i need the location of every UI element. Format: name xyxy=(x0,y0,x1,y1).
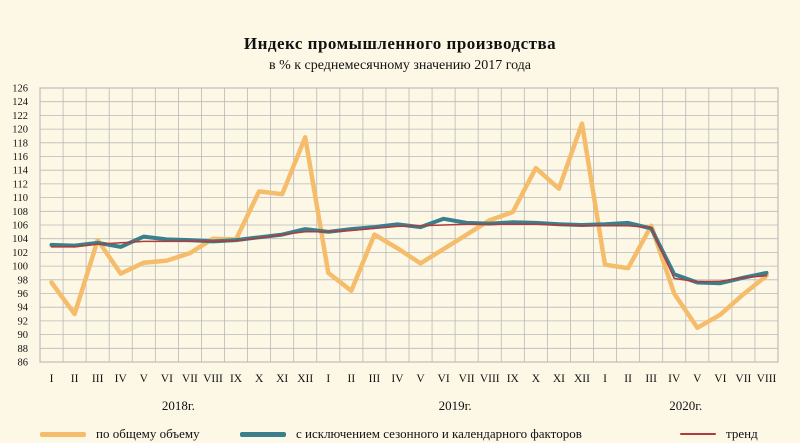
y-tick-label: 122 xyxy=(12,111,28,122)
y-tick-label: 124 xyxy=(12,97,29,108)
x-tick-label: III xyxy=(369,373,381,385)
x-tick-label: V xyxy=(416,373,425,385)
y-tick-label: 98 xyxy=(18,275,29,286)
y-tick-label: 104 xyxy=(12,234,29,245)
x-tick-label: VII xyxy=(735,373,751,385)
y-tick-label: 96 xyxy=(18,289,29,300)
x-tick-label: V xyxy=(693,373,702,385)
x-tick-label: I xyxy=(603,373,607,385)
legend-item-trend: тренд xyxy=(680,426,758,442)
x-tick-label: XI xyxy=(276,373,288,385)
x-tick-label: VII xyxy=(459,373,475,385)
legend-label-adjusted: с исключением сезонного и календарного ф… xyxy=(296,426,582,441)
year-label: 2019г. xyxy=(439,398,472,413)
y-tick-label: 110 xyxy=(13,193,28,204)
x-tick-label: II xyxy=(348,373,356,385)
x-tick-label: II xyxy=(71,373,79,385)
x-tick-label: IV xyxy=(391,373,404,385)
legend-swatch-trend xyxy=(680,433,716,435)
x-tick-label: IX xyxy=(230,373,243,385)
x-tick-label: VI xyxy=(161,373,173,385)
legend-label-total: по общему объему xyxy=(96,426,200,441)
x-tick-label: X xyxy=(255,373,264,385)
y-tick-label: 120 xyxy=(12,125,28,136)
x-tick-label: X xyxy=(532,373,541,385)
y-tick-label: 112 xyxy=(13,179,28,190)
x-tick-label: VIII xyxy=(480,373,500,385)
x-tick-label: VI xyxy=(714,373,726,385)
legend-swatch-adjusted xyxy=(240,431,286,437)
x-tick-label: III xyxy=(645,373,657,385)
x-tick-label: XI xyxy=(553,373,565,385)
year-label: 2018г. xyxy=(162,398,195,413)
x-tick-label: III xyxy=(92,373,104,385)
x-axis-ticks: I II III IV V VI VII VIII IX X XI XII I II III IV V VI VII… xyxy=(50,373,777,385)
y-tick-label: 102 xyxy=(12,248,28,259)
legend-label-trend: тренд xyxy=(726,426,758,441)
y-tick-label: 90 xyxy=(18,330,29,341)
y-tick-label: 118 xyxy=(13,138,28,149)
x-tick-label: VIII xyxy=(757,373,777,385)
y-tick-label: 86 xyxy=(18,358,29,369)
year-label: 2020г. xyxy=(669,398,702,413)
y-tick-label: 114 xyxy=(13,166,29,177)
year-labels: 2018г. 2019г. 2020г. xyxy=(162,398,703,413)
y-tick-label: 116 xyxy=(13,152,28,163)
x-tick-label: IV xyxy=(115,373,128,385)
legend-item-total: по общему объему xyxy=(40,426,200,442)
series-lines xyxy=(49,121,769,331)
x-tick-label: VI xyxy=(438,373,450,385)
y-axis-ticks: 86 88 90 92 94 96 98 100 102 104 106 108 110 112 114 11… xyxy=(12,84,29,369)
chart-subtitle: в % к среднемесячному значению 2017 года xyxy=(268,58,532,73)
y-tick-label: 108 xyxy=(12,207,28,218)
x-tick-label: VII xyxy=(182,373,198,385)
legend-item-adjusted: с исключением сезонного и календарного ф… xyxy=(240,426,582,442)
y-tick-label: 94 xyxy=(18,303,29,314)
y-tick-label: 88 xyxy=(18,344,29,355)
x-tick-label: XII xyxy=(574,373,590,385)
chart-title: Индекс промышленного производства xyxy=(243,34,557,53)
line-chart: 86 88 90 92 94 96 98 100 102 104 106 108 110 112 114 11… xyxy=(12,84,779,413)
x-tick-label: IV xyxy=(668,373,681,385)
y-tick-label: 106 xyxy=(12,221,28,232)
x-tick-label: V xyxy=(140,373,149,385)
x-tick-label: II xyxy=(624,373,632,385)
y-tick-label: 92 xyxy=(18,316,29,327)
x-tick-label: XII xyxy=(297,373,313,385)
x-tick-label: VIII xyxy=(203,373,223,385)
series-line-0 xyxy=(49,121,769,331)
legend: по общему объему с исключением сезонного… xyxy=(0,424,800,443)
grid-lines xyxy=(39,87,779,363)
series-line-2 xyxy=(50,223,768,283)
y-tick-label: 100 xyxy=(12,262,28,273)
x-tick-label: I xyxy=(50,373,54,385)
legend-swatch-total xyxy=(40,431,86,437)
x-tick-label: IX xyxy=(507,373,520,385)
x-tick-label: I xyxy=(326,373,330,385)
y-tick-label: 126 xyxy=(12,84,28,95)
